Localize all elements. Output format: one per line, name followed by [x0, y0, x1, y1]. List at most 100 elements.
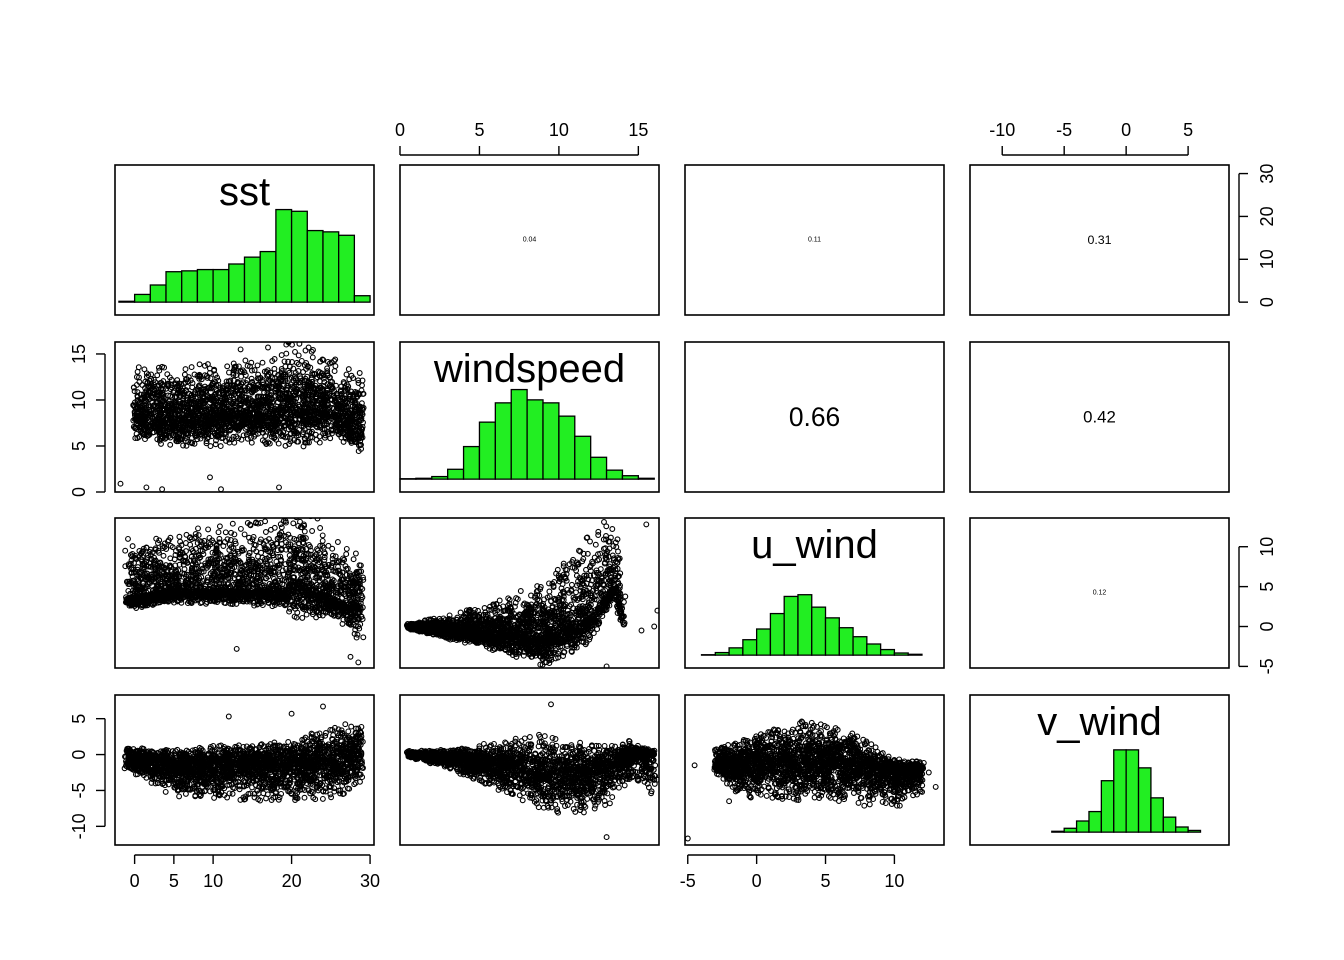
- scatter-point: [130, 423, 137, 430]
- scatter-point: [213, 437, 219, 444]
- scatter-point: [167, 542, 174, 549]
- scatter-point: [316, 433, 323, 440]
- scatter-point: [270, 575, 277, 582]
- scatter-point: [352, 626, 359, 633]
- scatter-point: [192, 433, 199, 440]
- scatter-point: [230, 396, 237, 403]
- histogram-bar-sst-3: [165, 271, 183, 303]
- scatter-point: [151, 381, 158, 388]
- scatter-point: [284, 497, 289, 502]
- scatter-point: [267, 369, 274, 376]
- scatter-point: [253, 384, 260, 391]
- correlation-label-windspeed-u_wind: 0.66: [789, 402, 840, 432]
- scatter-point: [191, 371, 198, 378]
- scatter-point: [277, 521, 284, 528]
- scatter-point: [237, 396, 244, 403]
- scatter-point: [159, 363, 166, 370]
- scatter-point: [237, 525, 244, 532]
- scatter-point: [207, 443, 214, 450]
- scatter-point: [333, 399, 340, 406]
- scatter-point: [177, 426, 183, 433]
- scatter-point: [260, 409, 267, 416]
- scatter-point: [302, 439, 309, 446]
- scatter-point: [347, 407, 354, 414]
- scatter-point: [315, 418, 322, 425]
- scatter-point: [255, 430, 262, 437]
- scatter-point: [299, 614, 306, 621]
- scatter-point: [287, 431, 294, 438]
- scatter-point: [206, 419, 213, 426]
- variable-label-sst: sst: [219, 170, 270, 214]
- scatter-point: [132, 552, 139, 559]
- scatter-point: [360, 574, 366, 581]
- scatter-point: [287, 438, 294, 445]
- scatter-point: [317, 525, 324, 531]
- scatter-point: [176, 533, 183, 540]
- scatter-point: [146, 410, 153, 417]
- scatter-point: [208, 433, 215, 440]
- scatter-point: [203, 600, 209, 607]
- panel-frame: [399, 341, 660, 493]
- scatter-point: [271, 405, 278, 412]
- scatter-point: [286, 363, 293, 370]
- histogram-bar-windspeed-3: [447, 468, 465, 480]
- scatter-point: [328, 562, 335, 569]
- scatter-point: [355, 377, 362, 384]
- scatter-point: [262, 529, 269, 535]
- scatter-point: [226, 436, 233, 443]
- scatter-point: [159, 486, 166, 492]
- scatter-point: [210, 380, 217, 387]
- scatter-point: [279, 567, 286, 574]
- scatter-point: [157, 397, 163, 404]
- scatter-point: [182, 573, 189, 580]
- scatter-point: [141, 408, 148, 415]
- scatter-point: [295, 368, 302, 374]
- scatter-point: [314, 408, 321, 415]
- scatter-point: [176, 551, 183, 558]
- histogram-bar-sst-12: [306, 229, 324, 303]
- histogram-bar-windspeed-13: [605, 469, 624, 480]
- scatter-point: [254, 559, 261, 566]
- scatter-point: [259, 379, 266, 386]
- scatter-point: [263, 538, 269, 545]
- scatter-point: [117, 480, 124, 487]
- scatter-point: [291, 613, 298, 620]
- scatter-point: [138, 550, 145, 556]
- scatter-point: [331, 368, 338, 375]
- scatter-point: [213, 382, 220, 389]
- panel-frame: [114, 164, 375, 316]
- scatter-point: [218, 431, 225, 438]
- scatter-point: [271, 365, 278, 372]
- panel-frame: [969, 164, 1230, 316]
- scatter-point: [296, 342, 303, 347]
- histogram-bar-sst-5: [196, 268, 214, 303]
- scatter-point: [162, 430, 169, 436]
- scatter-point: [356, 414, 363, 421]
- histogram-bar-sst-6: [212, 268, 230, 303]
- scatter-point: [303, 498, 308, 503]
- scatter-point: [169, 394, 176, 400]
- panel-sst-windspeed: 0.04: [399, 164, 660, 316]
- scatter-point: [302, 535, 309, 542]
- scatter-point: [217, 539, 224, 546]
- scatter-point: [134, 414, 141, 421]
- scatter-point: [333, 427, 340, 433]
- scatter-point: [138, 416, 145, 423]
- scatter-point: [133, 415, 140, 422]
- scatter-point: [317, 542, 324, 549]
- scatter-point: [249, 556, 256, 563]
- scatter-point: [256, 427, 263, 433]
- scatter-point: [346, 418, 353, 424]
- scatter-point: [237, 346, 244, 353]
- histogram-bar-windspeed-12: [590, 456, 608, 480]
- panel-frame: [114, 341, 375, 493]
- histogram-bar-sst-0: [118, 300, 136, 303]
- scatter-point: [205, 412, 212, 419]
- scatter-point: [222, 529, 229, 536]
- scatter-point: [320, 383, 327, 389]
- scatter-point: [220, 409, 227, 416]
- scatter-point: [184, 403, 191, 410]
- scatter-point: [256, 424, 263, 430]
- scatter-point: [355, 442, 362, 449]
- scatter-point: [284, 382, 291, 389]
